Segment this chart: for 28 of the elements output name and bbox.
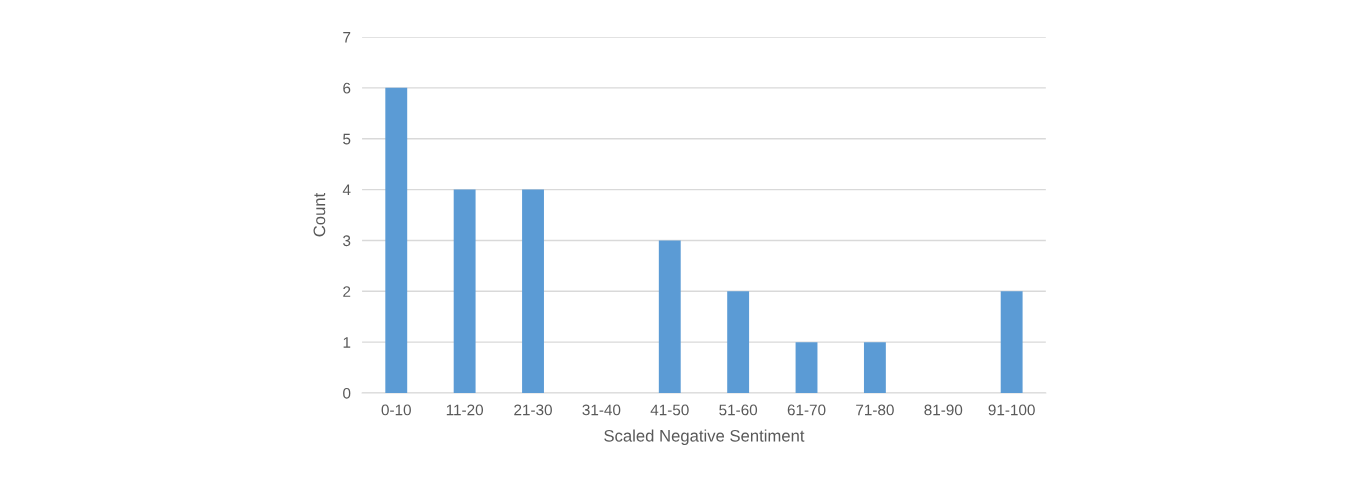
y-tick-label: 5 [343, 133, 351, 145]
y-tick-label: 3 [343, 235, 351, 247]
bar [522, 189, 544, 394]
y-tick-label: 4 [342, 184, 351, 196]
bar [385, 87, 408, 394]
y-tick-label: 0 [343, 387, 351, 399]
x-axis-title: Scaled Negative Sentiment [604, 429, 805, 446]
y-tick-label: 6 [343, 82, 351, 94]
x-tick-label: 11-20 [446, 404, 484, 416]
bar [795, 342, 818, 394]
x-tick-label: 0-10 [381, 404, 411, 416]
bar [1000, 291, 1023, 394]
x-tick-label: 61-70 [787, 404, 826, 416]
bar [453, 189, 476, 394]
x-tick-label: 21-30 [514, 404, 552, 416]
x-tick-label: 81-90 [924, 404, 963, 416]
y-axis-title: Count [313, 192, 326, 237]
x-tick-label: 71-80 [856, 404, 894, 416]
bar [727, 291, 750, 394]
x-tick-label: 51-60 [719, 404, 758, 416]
y-tick-label: 2 [343, 286, 351, 297]
bar [658, 240, 681, 394]
bar [863, 342, 886, 394]
x-tick-label: 91-100 [988, 404, 1035, 416]
y-tick-label: 7 [343, 32, 351, 43]
x-tick-label: 31-40 [582, 404, 621, 416]
y-tick-label: 1 [343, 337, 351, 348]
x-tick-label: 41-50 [650, 404, 689, 416]
